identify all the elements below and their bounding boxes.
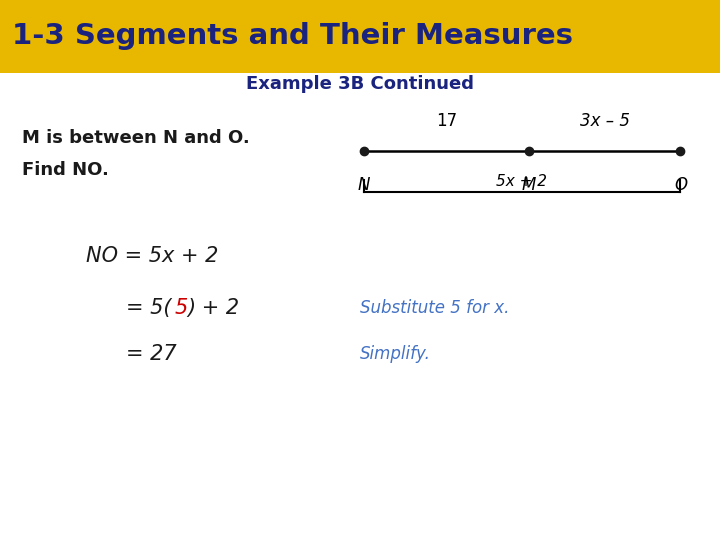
- Text: 5x + 2: 5x + 2: [497, 174, 547, 189]
- Text: N: N: [357, 176, 370, 193]
- Text: 17: 17: [436, 112, 457, 130]
- Text: = 5(: = 5(: [126, 298, 171, 318]
- Text: NO = 5x + 2: NO = 5x + 2: [86, 246, 219, 267]
- Text: 3x – 5: 3x – 5: [580, 112, 630, 130]
- Text: Simplify.: Simplify.: [360, 345, 431, 363]
- Text: Example 3B Continued: Example 3B Continued: [246, 75, 474, 93]
- Text: O: O: [674, 176, 687, 193]
- Text: M is between N and O.: M is between N and O.: [22, 129, 249, 147]
- Text: 1-3 Segments and Their Measures: 1-3 Segments and Their Measures: [12, 23, 573, 50]
- Text: Substitute 5 for x.: Substitute 5 for x.: [360, 299, 509, 317]
- Text: Find NO.: Find NO.: [22, 161, 109, 179]
- FancyBboxPatch shape: [0, 0, 720, 73]
- Text: 5: 5: [175, 298, 188, 318]
- Text: ) + 2: ) + 2: [187, 298, 239, 318]
- Text: = 27: = 27: [126, 343, 176, 364]
- Text: M: M: [522, 176, 536, 193]
